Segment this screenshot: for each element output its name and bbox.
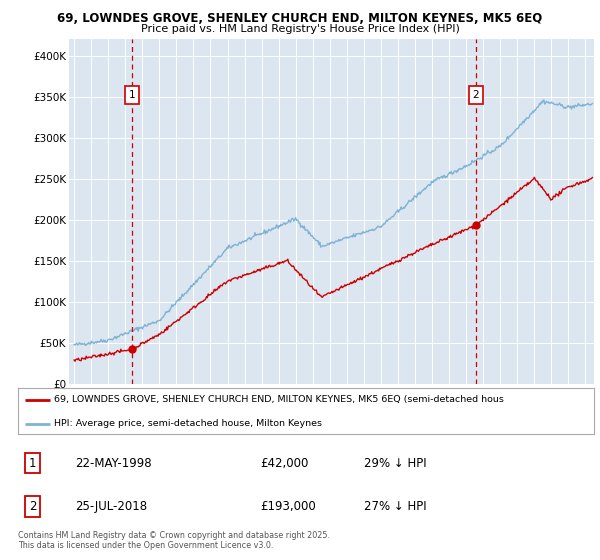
Text: 1: 1 — [29, 457, 36, 470]
Text: 69, LOWNDES GROVE, SHENLEY CHURCH END, MILTON KEYNES, MK5 6EQ: 69, LOWNDES GROVE, SHENLEY CHURCH END, M… — [58, 12, 542, 25]
Text: £193,000: £193,000 — [260, 500, 316, 513]
Text: 25-JUL-2018: 25-JUL-2018 — [76, 500, 148, 513]
Text: 27% ↓ HPI: 27% ↓ HPI — [364, 500, 426, 513]
Text: 2: 2 — [472, 90, 479, 100]
Text: £42,000: £42,000 — [260, 457, 308, 470]
Text: 69, LOWNDES GROVE, SHENLEY CHURCH END, MILTON KEYNES, MK5 6EQ (semi-detached hou: 69, LOWNDES GROVE, SHENLEY CHURCH END, M… — [54, 395, 503, 404]
Text: 1: 1 — [128, 90, 135, 100]
Text: 2: 2 — [29, 500, 36, 513]
Text: HPI: Average price, semi-detached house, Milton Keynes: HPI: Average price, semi-detached house,… — [54, 419, 322, 428]
Text: Price paid vs. HM Land Registry's House Price Index (HPI): Price paid vs. HM Land Registry's House … — [140, 24, 460, 34]
Text: 29% ↓ HPI: 29% ↓ HPI — [364, 457, 426, 470]
Text: Contains HM Land Registry data © Crown copyright and database right 2025.
This d: Contains HM Land Registry data © Crown c… — [18, 531, 330, 550]
Text: 22-MAY-1998: 22-MAY-1998 — [76, 457, 152, 470]
